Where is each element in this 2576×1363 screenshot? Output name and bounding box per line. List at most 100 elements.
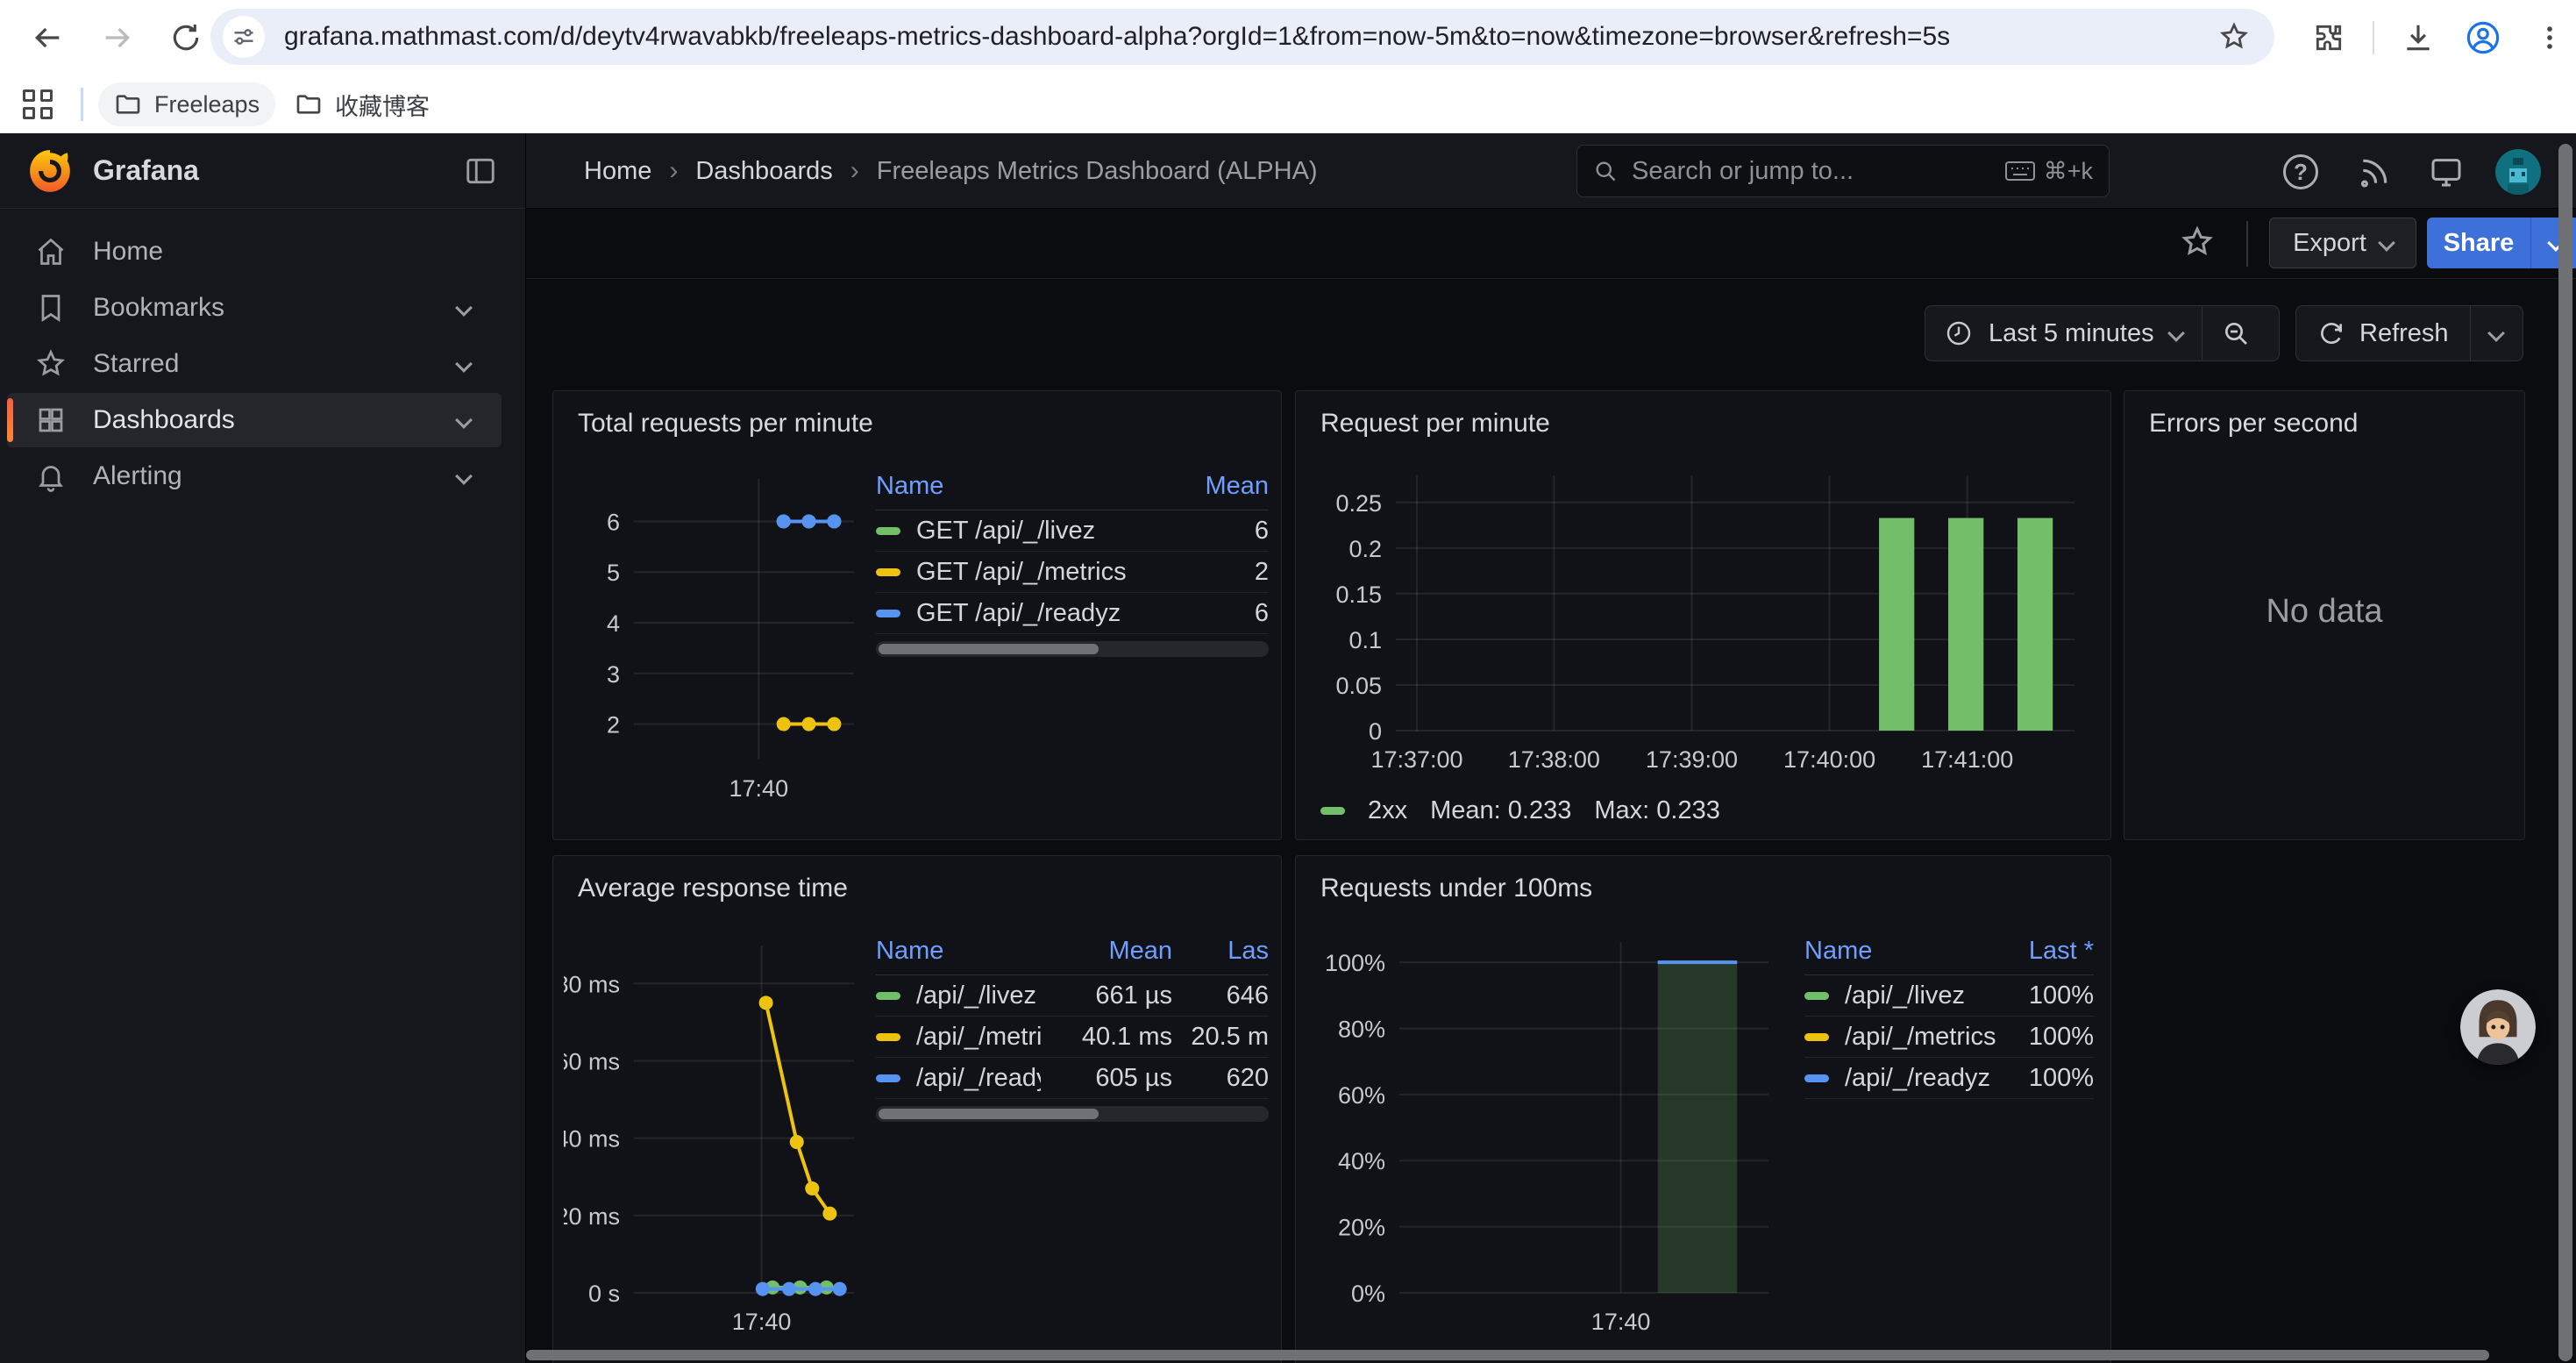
legend-row[interactable]: GET /api/_/metrics 2 [876,552,1269,593]
legend-inline[interactable]: 2xx Mean: 0.233 Max: 0.233 [1320,796,1720,825]
sidebar-item-home[interactable]: Home [7,225,502,279]
chart-requests-under-100ms[interactable]: 0% 20% 40% 60% 80% 100% 17:40 [1308,930,1786,1351]
horizontal-scrollbar[interactable] [526,1349,2550,1361]
brand-row: Grafana [0,133,525,209]
series-swatch-green [1804,991,1829,1000]
panel-title[interactable]: Errors per second [2149,409,2359,438]
legend-col-last[interactable]: Last * [2028,937,2094,965]
breadcrumb-home[interactable]: Home [584,156,652,185]
assistant-avatar[interactable] [2460,989,2536,1065]
sidebar-item-alerting[interactable]: Alerting [7,449,502,503]
refresh-button[interactable]: Refresh [2296,306,2470,360]
legend-row[interactable]: /api/_/livez 100% [1804,975,2094,1017]
x-tick-label: 17:40 [729,775,789,802]
zoom-out-icon [2225,323,2248,345]
bookmark-folder-freeleaps[interactable]: Freeleaps [98,82,276,126]
panel-title[interactable]: Average response time [578,874,848,903]
breadcrumb-current: Freeleaps Metrics Dashboard (ALPHA) [876,156,1318,185]
panel-title[interactable]: Request per minute [1320,409,1550,438]
apps-grid-icon[interactable] [23,89,53,119]
refresh-picker[interactable]: Refresh [2295,305,2523,361]
bookmark-folder-blogs[interactable]: 收藏博客 [279,82,445,126]
favorite-star-icon[interactable] [2180,225,2218,263]
rss-icon[interactable] [2355,153,2394,191]
bookmarks-bar: Freeleaps 收藏博客 [0,75,2576,133]
monitor-icon[interactable] [2427,153,2466,191]
legend-row[interactable]: /api/_/readyz 605 µs 620 [876,1058,1269,1099]
time-range-picker[interactable]: Last 5 minutes [1925,305,2280,361]
back-icon[interactable] [25,15,70,61]
bookmark-star-icon[interactable] [2208,11,2260,63]
series-name: /api/_/readyz [1845,1063,1991,1092]
legend-row[interactable]: /api/_/livez 661 µs 646 [876,975,1269,1017]
series-point [832,1281,847,1296]
series-last: 620 [1226,1063,1269,1092]
y-tick-label: 20 ms [564,1203,620,1230]
legend-row[interactable]: GET /api/_/livez 6 [876,510,1269,552]
chevron-down-icon [455,355,473,373]
sidebar-item-dashboards[interactable]: Dashboards [7,393,502,447]
grafana-logo-icon[interactable] [26,147,74,195]
legend-col-name[interactable]: Name [1804,937,1873,965]
forward-icon[interactable] [95,15,140,61]
share-button[interactable]: Share [2427,218,2576,268]
sidebar-item-starred[interactable]: Starred [7,337,502,391]
keyboard-icon [2004,161,2035,181]
reload-icon[interactable] [163,15,209,61]
legend-scrollbar[interactable] [876,641,1269,657]
y-tick-label: 80 ms [564,971,620,997]
bookmark-label: 收藏博客 [335,93,430,120]
horizontal-scrollbar-thumb[interactable] [526,1350,2489,1360]
legend-col-mean[interactable]: Mean [1108,937,1172,965]
panel-title[interactable]: Requests under 100ms [1320,874,1593,903]
series-swatch-green [876,991,900,1000]
dashboard-content: Last 5 minutes Refresh Total requests pe… [526,279,2576,1363]
zoom-out-button[interactable] [2201,306,2270,360]
breadcrumb-dashboards[interactable]: Dashboards [695,156,833,185]
breadcrumb-separator: › [850,156,859,185]
refresh-interval-dropdown[interactable] [2469,306,2523,360]
export-button[interactable]: Export [2269,218,2416,268]
legend-col-mean[interactable]: Mean [1205,472,1269,500]
legend-col-last[interactable]: Las [1228,937,1269,965]
profile-icon[interactable] [2460,15,2506,61]
panel-title[interactable]: Total requests per minute [578,409,873,438]
legend-col-name[interactable]: Name [876,472,944,500]
vertical-scrollbar-thumb[interactable] [2558,144,2572,1361]
extensions-icon[interactable] [2306,15,2352,61]
site-settings-icon[interactable] [223,16,265,58]
chart-request-per-minute[interactable]: 0 0.05 0.1 0.15 0.2 0.25 17:37:00 17:38:00 17:39… [1308,465,2097,785]
help-icon[interactable]: ? [2281,153,2320,191]
legend-scrollbar[interactable] [876,1106,1269,1122]
legend-col-name[interactable]: Name [876,937,944,965]
url-text[interactable]: grafana.mathmast.com/d/deytv4rwavabkb/fr… [284,22,1951,51]
search-input[interactable]: Search or jump to... ⌘+k [1576,145,2110,197]
time-range-label: Last 5 minutes [1989,318,2154,347]
legend-row[interactable]: GET /api/_/readyz 6 [876,593,1269,634]
bar [2017,517,2053,731]
x-tick-label: 17:37:00 [1370,746,1462,773]
series-mean: 6 [1254,598,1269,627]
legend-row[interactable]: /api/_/metrics 100% [1804,1017,2094,1058]
series-swatch-yellow [1804,1032,1829,1041]
sidebar-toggle-icon[interactable] [464,154,497,188]
user-avatar[interactable] [2495,149,2541,195]
menu-kebab-icon[interactable] [2527,15,2572,61]
y-tick-label: 100% [1325,950,1385,976]
sidebar-item-bookmarks[interactable]: Bookmarks [7,281,502,335]
chart-total-requests[interactable]: 2 3 4 5 6 17:40 [564,465,866,816]
series-mean: 661 µs [1095,981,1172,1010]
legend-table: Name Mean GET /api/_/livez 6 GET /api/_/… [876,472,1269,657]
chart-average-response-time[interactable]: 0 s 20 ms 40 ms 60 ms 80 ms 17:40 [555,930,866,1351]
brand-name[interactable]: Grafana [93,154,199,186]
vertical-scrollbar[interactable] [2557,140,2574,1363]
legend-row[interactable]: /api/_/readyz 100% [1804,1058,2094,1099]
download-icon[interactable] [2395,15,2441,61]
url-bar[interactable]: grafana.mathmast.com/d/deytv4rwavabkb/fr… [210,9,2274,65]
share-button-main[interactable]: Share [2427,218,2530,268]
y-tick-label: 0% [1351,1281,1385,1307]
time-range-main[interactable]: Last 5 minutes [1925,306,2202,360]
sidebar-item-label: Bookmarks [93,293,225,322]
legend-row[interactable]: /api/_/metrics 40.1 ms 20.5 m [876,1017,1269,1058]
series-name: 2xx [1368,796,1408,824]
